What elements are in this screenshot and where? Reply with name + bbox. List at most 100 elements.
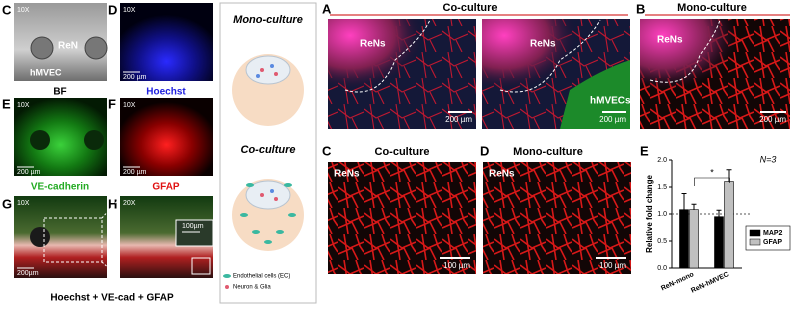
image-label: hMVEC — [30, 67, 62, 77]
image-label: ReNs — [657, 35, 683, 46]
panel-e: E 10X 200 µm VE-cadherin — [2, 96, 107, 193]
magnification: 10X — [123, 102, 136, 109]
image-label: hMVECs — [590, 96, 631, 107]
panel-f: F 10X 200 µm GFAP — [108, 96, 213, 193]
schematic: Mono-culture Co-culture Endothelial cell… — [219, 2, 317, 304]
image-label: ReNs — [489, 169, 515, 180]
cell — [274, 197, 278, 201]
image-feature — [84, 36, 108, 60]
caption: Hoechst — [146, 87, 186, 98]
scale-label: 100 µm — [443, 261, 470, 270]
panel-g: G 10X 200µm — [2, 196, 107, 278]
image — [120, 3, 213, 81]
scale-label: 200 µm — [123, 169, 147, 176]
scale-label: 100µm — [182, 223, 204, 230]
zoom-line — [101, 261, 121, 279]
image-feature — [30, 227, 50, 247]
y-tick-label: 2.0 — [657, 157, 667, 164]
legend-box — [745, 225, 791, 251]
image-feature — [30, 130, 50, 150]
cell — [270, 64, 274, 68]
panel-title: Mono-culture — [677, 2, 747, 14]
scale-label: 200 µm — [759, 115, 786, 124]
panel-h: H 20X 100µm — [108, 196, 214, 278]
y-tick-label: 0.5 — [657, 238, 667, 245]
image-overlay — [640, 19, 790, 129]
error-bar — [681, 192, 687, 210]
panel-letter: H — [108, 196, 117, 211]
legend-swatch — [225, 285, 229, 289]
legend-text: MAP2 — [763, 230, 783, 237]
panel-title: Co-culture — [443, 2, 498, 14]
error-bar — [726, 169, 732, 182]
bar — [689, 209, 699, 269]
caption: GFAP — [152, 182, 180, 193]
boundary — [344, 19, 431, 93]
error-bar — [691, 203, 697, 210]
endothelial-cells — [240, 183, 296, 244]
cell — [256, 74, 260, 78]
gel — [245, 55, 291, 85]
schematic-box — [219, 2, 317, 304]
legend-swatch — [223, 274, 231, 278]
legend-text: Endothelial cells (EC) — [233, 274, 290, 280]
inset-box — [191, 257, 211, 275]
scale-label: 200 µm — [445, 115, 472, 124]
cell — [270, 189, 274, 193]
bar — [679, 209, 689, 269]
magnification: 20X — [123, 200, 136, 207]
image-label: ReNs — [530, 39, 556, 50]
y-tick-label: 1.0 — [657, 211, 667, 218]
bar-chart: 0.00.51.01.52.0ReN-monoReN-hMVEC*MAP2GFA… — [657, 157, 791, 295]
panel-letter: E — [640, 143, 649, 158]
panel-letter: C — [322, 143, 332, 158]
image-label: ReN — [58, 41, 78, 52]
cell — [260, 193, 264, 197]
scale-label: 200 µm — [599, 115, 626, 124]
magnification: 10X — [17, 102, 30, 109]
image-label: ReNs — [334, 169, 360, 180]
scale-label: 200 µm — [123, 74, 147, 81]
panel-c: C 10X ReN hMVEC BF — [2, 2, 108, 98]
image-overlay — [328, 19, 476, 129]
image-label: ReNs — [360, 39, 386, 50]
panel-letter: B — [636, 1, 645, 16]
panel-letter: D — [108, 2, 117, 17]
x-tick-label: ReN-hMVEC — [690, 271, 730, 295]
panel-letter: A — [322, 1, 332, 16]
magnification: 10X — [123, 7, 136, 14]
image — [328, 162, 476, 274]
image — [483, 162, 631, 274]
legend-text: Neuron & Glia — [233, 285, 271, 291]
magnification: 10X — [17, 200, 30, 207]
gel — [245, 180, 291, 210]
cell — [260, 68, 264, 72]
legend-text: GFAP — [763, 239, 782, 246]
panel-letter: D — [480, 143, 489, 158]
schematic-title: Co-culture — [241, 144, 296, 156]
annotation: * — [710, 167, 714, 177]
magnification: 10X — [17, 7, 30, 14]
scale-label: 100 µm — [599, 261, 626, 270]
image-overlay — [482, 19, 630, 129]
y-axis-label: Relative fold change — [645, 175, 654, 253]
panel-letter: F — [108, 96, 116, 111]
inset — [175, 219, 214, 247]
boundary — [499, 19, 601, 93]
caption: VE-cadherin — [31, 182, 89, 193]
significance-bracket — [694, 177, 730, 186]
y-tick-label: 1.5 — [657, 184, 667, 191]
error-bar — [716, 209, 722, 217]
caption: BF — [53, 87, 66, 98]
panel-letter: C — [2, 2, 12, 17]
y-tick-label: 0.0 — [657, 265, 667, 272]
legend-swatch — [749, 238, 761, 246]
image-feature — [84, 130, 104, 150]
bar — [714, 216, 724, 269]
panel-title: Mono-culture — [513, 146, 583, 158]
panel-title: Co-culture — [375, 146, 430, 158]
note: N=3 — [760, 154, 777, 164]
bar — [724, 181, 734, 269]
schematic-title: Mono-culture — [233, 14, 303, 26]
